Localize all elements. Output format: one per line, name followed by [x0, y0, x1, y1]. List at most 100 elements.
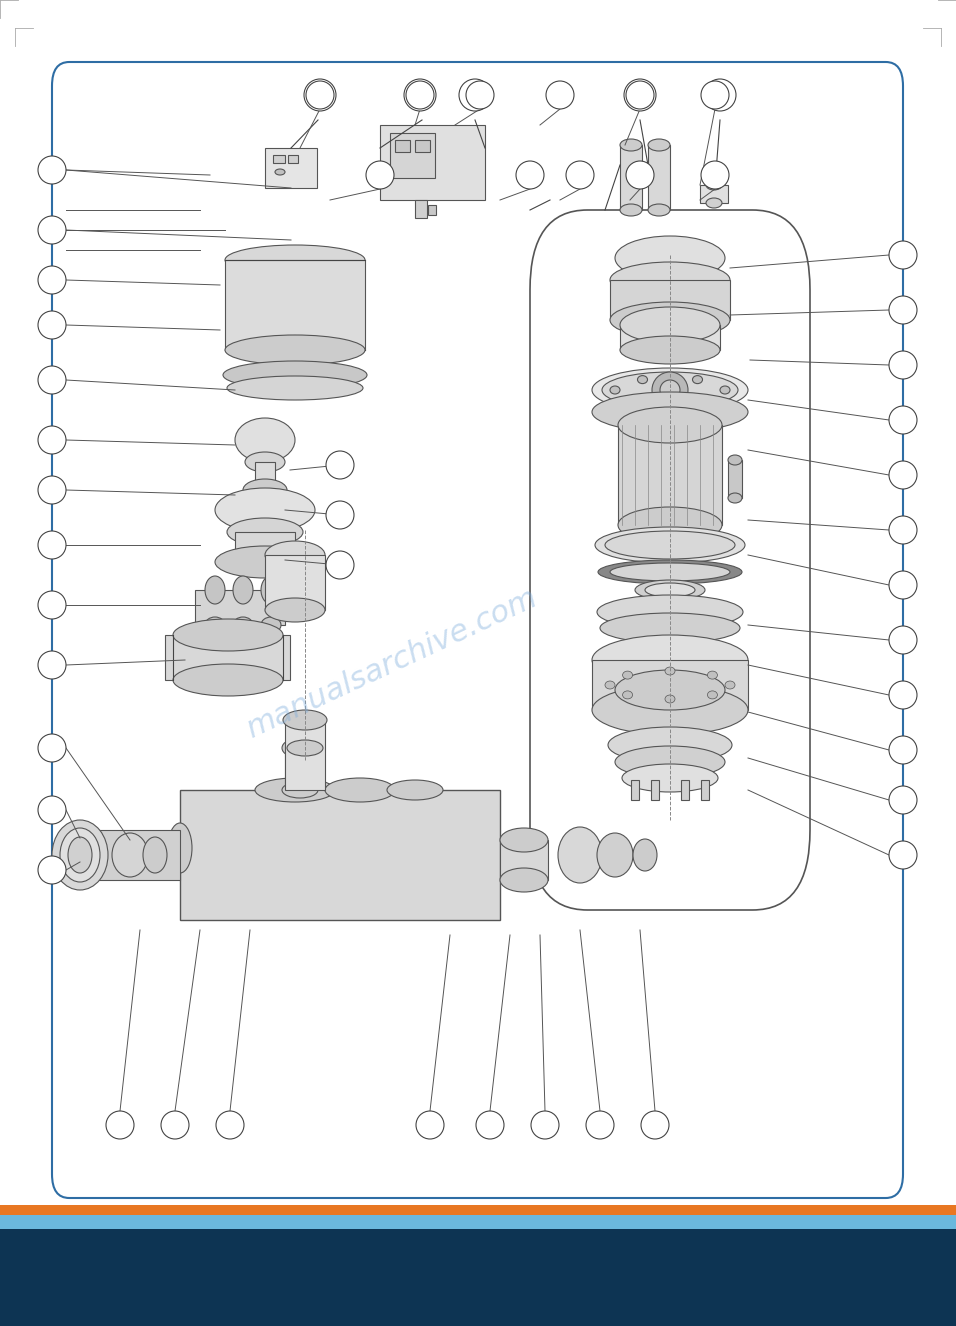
Ellipse shape [620, 204, 642, 216]
Ellipse shape [325, 778, 395, 802]
Bar [225, 260, 365, 350]
Ellipse shape [225, 335, 365, 365]
Ellipse shape [592, 686, 748, 735]
Ellipse shape [38, 735, 66, 762]
Ellipse shape [605, 530, 735, 560]
Ellipse shape [216, 1111, 244, 1139]
Bar [288, 155, 298, 163]
Bar [0, 1205, 956, 1215]
Ellipse shape [500, 827, 548, 853]
Bar [651, 780, 659, 800]
Bar [620, 145, 642, 210]
Text: manualsarchive.com: manualsarchive.com [242, 582, 542, 744]
Ellipse shape [173, 664, 283, 696]
Ellipse shape [610, 263, 730, 298]
Ellipse shape [168, 823, 192, 873]
Ellipse shape [38, 216, 66, 244]
Bar [165, 635, 290, 680]
Ellipse shape [500, 869, 548, 892]
Ellipse shape [889, 682, 917, 709]
Bar [415, 141, 430, 152]
Ellipse shape [566, 160, 594, 190]
Ellipse shape [173, 619, 283, 651]
Ellipse shape [304, 80, 336, 111]
Bar [285, 748, 315, 790]
Bar [428, 206, 436, 215]
Ellipse shape [282, 782, 318, 798]
Ellipse shape [68, 837, 92, 873]
Ellipse shape [706, 180, 722, 190]
Ellipse shape [283, 709, 327, 731]
Ellipse shape [38, 426, 66, 453]
Ellipse shape [366, 160, 394, 190]
Ellipse shape [223, 361, 367, 389]
Ellipse shape [889, 841, 917, 869]
Ellipse shape [38, 476, 66, 504]
Ellipse shape [227, 377, 363, 400]
Ellipse shape [889, 241, 917, 269]
Ellipse shape [665, 695, 675, 703]
Ellipse shape [600, 613, 740, 643]
Ellipse shape [255, 778, 335, 802]
Bar [620, 325, 720, 350]
Bar [235, 532, 295, 562]
Bar [610, 280, 730, 320]
Ellipse shape [692, 375, 703, 383]
Ellipse shape [638, 396, 647, 404]
Ellipse shape [558, 827, 602, 883]
Bar [180, 790, 500, 920]
Ellipse shape [592, 635, 748, 686]
Bar [648, 145, 670, 210]
Ellipse shape [889, 736, 917, 764]
Ellipse shape [728, 493, 742, 503]
Ellipse shape [227, 518, 303, 546]
Ellipse shape [106, 1111, 134, 1139]
Ellipse shape [618, 407, 722, 443]
Ellipse shape [592, 392, 748, 432]
Ellipse shape [387, 780, 443, 800]
Ellipse shape [615, 747, 725, 778]
Ellipse shape [618, 507, 722, 544]
Ellipse shape [704, 80, 736, 111]
Ellipse shape [60, 827, 100, 882]
Ellipse shape [610, 564, 730, 581]
Ellipse shape [889, 406, 917, 434]
Bar [728, 460, 742, 499]
Ellipse shape [245, 452, 285, 472]
Ellipse shape [622, 764, 718, 792]
Bar [380, 125, 485, 200]
Ellipse shape [52, 819, 108, 890]
Ellipse shape [626, 160, 654, 190]
Ellipse shape [648, 204, 670, 216]
Ellipse shape [326, 552, 354, 579]
Ellipse shape [889, 626, 917, 654]
Bar [592, 660, 748, 709]
Ellipse shape [635, 579, 705, 599]
Ellipse shape [38, 591, 66, 619]
Ellipse shape [112, 833, 148, 876]
Ellipse shape [38, 857, 66, 884]
Ellipse shape [620, 139, 642, 151]
Ellipse shape [205, 617, 225, 633]
Ellipse shape [243, 479, 287, 501]
Bar [0, 1229, 956, 1326]
Ellipse shape [38, 267, 66, 294]
Ellipse shape [306, 81, 334, 109]
Ellipse shape [728, 455, 742, 465]
Ellipse shape [638, 375, 647, 383]
Ellipse shape [546, 81, 574, 109]
Ellipse shape [326, 451, 354, 479]
Bar [395, 141, 410, 152]
Ellipse shape [605, 682, 615, 690]
Ellipse shape [701, 81, 729, 109]
Ellipse shape [592, 369, 748, 412]
Ellipse shape [38, 796, 66, 823]
Ellipse shape [645, 583, 695, 597]
Ellipse shape [143, 837, 167, 873]
Ellipse shape [225, 245, 365, 274]
Ellipse shape [38, 156, 66, 184]
Ellipse shape [597, 833, 633, 876]
Ellipse shape [633, 839, 657, 871]
Ellipse shape [660, 381, 680, 400]
Bar [285, 720, 325, 790]
